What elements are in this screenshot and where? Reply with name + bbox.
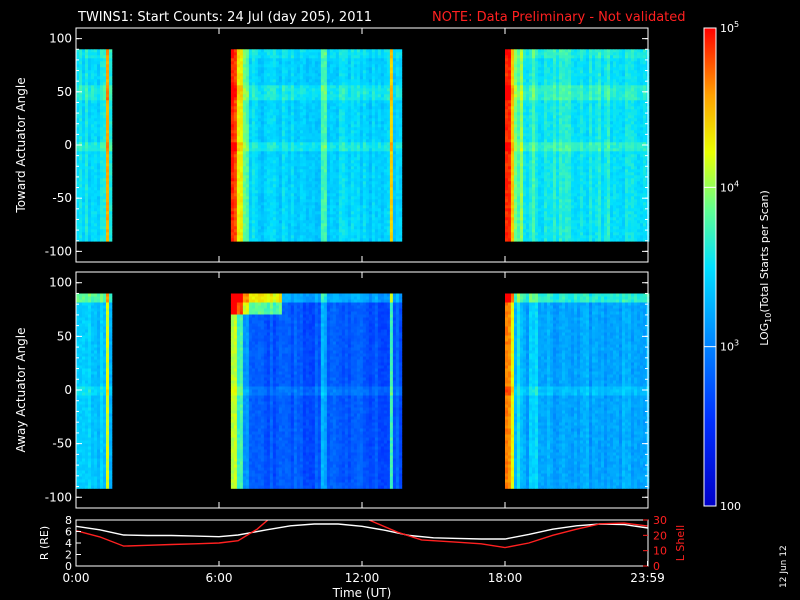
y-tick-label: -100: [45, 490, 72, 504]
lshell-axis-label: L Shell: [674, 525, 687, 561]
r-tick-label: 4: [65, 537, 72, 550]
y-tick-label: 0: [64, 383, 72, 397]
x-tick-label: 0:00: [63, 571, 90, 585]
y-tick-label: -50: [52, 191, 72, 205]
lshell-series-line: [76, 520, 648, 549]
heatmap-block: [76, 49, 113, 242]
y-tick-label: 50: [57, 85, 72, 99]
y-axis-label: Away Actuator Angle: [14, 327, 28, 452]
lshell-tick-label: 30: [653, 514, 667, 527]
colorbar-tick-label: 100: [720, 500, 741, 513]
x-tick-label: 23:59: [630, 571, 665, 585]
x-tick-label: 6:00: [206, 571, 233, 585]
preliminary-note: NOTE: Data Preliminary - Not validated: [432, 10, 686, 25]
r-tick-label: 2: [65, 549, 72, 562]
x-tick-label: 18:00: [488, 571, 523, 585]
colorbar-tick-label: 104: [720, 179, 739, 194]
lshell-tick-label: 10: [653, 545, 667, 558]
y-axis-label: Toward Actuator Angle: [14, 77, 28, 213]
heatmap-block: [505, 49, 650, 242]
colorbar: 105 104 103 100 LOG10(Total Starts per Scan…: [703, 20, 773, 513]
toward-angle-panel: -100 -50 0 50 100 Toward Actuator Angle: [14, 27, 650, 263]
heatmap-block: [230, 49, 403, 242]
x-tick-label: 12:00: [345, 571, 380, 585]
r-axis-label: R (RE): [38, 526, 51, 560]
colorbar-label: LOG10(Total Starts per Scan): [758, 190, 773, 346]
y-tick-label: 0: [64, 138, 72, 152]
lshell-tick-label: 0: [653, 560, 660, 573]
r-tick-label: 6: [65, 526, 72, 539]
heatmap-block: [76, 293, 113, 489]
generation-date: 12 Jun 12: [779, 545, 789, 588]
y-tick-label: 50: [57, 329, 72, 343]
x-axis-label: Time (UT): [332, 586, 392, 600]
away-angle-panel: -100 -50 0 50 100 Away Actuator Angle: [14, 271, 650, 509]
colorbar-tick-label: 103: [720, 339, 739, 354]
y-tick-label: 100: [49, 32, 72, 46]
r-series-line: [76, 523, 648, 540]
colorbar-gradient: [704, 28, 716, 506]
r-tick-label: 8: [65, 514, 72, 527]
r-tick-label: 0: [65, 560, 72, 573]
colorbar-tick-label: 105: [720, 20, 739, 35]
chart-title: TWINS1: Start Counts: 24 Jul (day 205), …: [77, 10, 372, 25]
heatmap-block: [230, 293, 403, 489]
lshell-tick-label: 20: [653, 529, 667, 542]
y-tick-label: -50: [52, 437, 72, 451]
y-tick-label: -100: [45, 244, 72, 258]
y-tick-label: 100: [49, 276, 72, 290]
heatmap-block: [505, 293, 650, 489]
